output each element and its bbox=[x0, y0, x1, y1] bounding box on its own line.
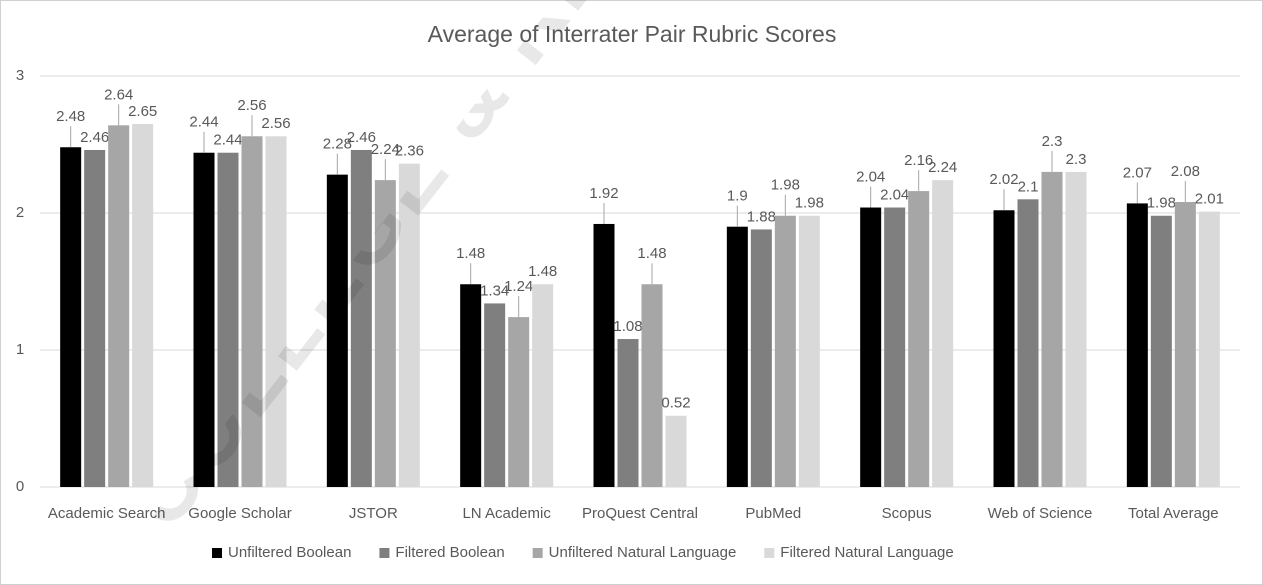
data-label: 1.48 bbox=[456, 245, 485, 262]
x-tick-label: Total Average bbox=[1128, 505, 1219, 522]
legend-label: Filtered Natural Language bbox=[780, 544, 953, 561]
data-label: 2.3 bbox=[1042, 133, 1063, 150]
data-label: 2.04 bbox=[880, 186, 909, 203]
x-tick-label: JSTOR bbox=[349, 505, 398, 522]
data-label: 2.28 bbox=[323, 136, 352, 153]
bar bbox=[398, 163, 420, 487]
bar bbox=[993, 210, 1015, 487]
data-label: 2.02 bbox=[989, 171, 1018, 188]
data-label: 2.24 bbox=[371, 141, 400, 158]
bar bbox=[132, 123, 154, 487]
bar bbox=[798, 215, 820, 488]
data-label: 2.08 bbox=[1171, 163, 1200, 180]
y-tick-label: 3 bbox=[16, 67, 24, 84]
data-label: 1.9 bbox=[727, 188, 748, 205]
legend-swatch bbox=[764, 548, 775, 558]
legend-label: Unfiltered Boolean bbox=[228, 544, 351, 561]
data-label: 1.08 bbox=[613, 318, 642, 335]
data-label: 1.24 bbox=[504, 278, 533, 295]
data-label: 1.98 bbox=[771, 177, 800, 194]
bar bbox=[774, 215, 796, 488]
data-label: 2.01 bbox=[1195, 191, 1224, 208]
bar bbox=[1174, 202, 1196, 488]
x-tick-label: Scopus bbox=[882, 505, 932, 522]
bar bbox=[350, 149, 372, 488]
y-tick-label: 0 bbox=[16, 478, 24, 495]
bar bbox=[860, 207, 882, 487]
bar bbox=[932, 180, 954, 487]
x-tick-label: PubMed bbox=[745, 505, 801, 522]
bar bbox=[750, 229, 772, 487]
bar bbox=[484, 303, 506, 487]
data-label: 1.98 bbox=[795, 195, 824, 212]
x-tick-label: Google Scholar bbox=[188, 505, 291, 522]
data-label: 2.56 bbox=[261, 115, 290, 132]
bar bbox=[665, 415, 687, 487]
data-label: 1.92 bbox=[589, 185, 618, 202]
bar bbox=[84, 149, 106, 488]
bar bbox=[532, 284, 554, 487]
bar bbox=[617, 339, 639, 487]
data-label: 2.24 bbox=[928, 159, 957, 176]
x-tick-label: LN Academic bbox=[462, 505, 551, 522]
data-label: 2.36 bbox=[395, 143, 424, 160]
bar bbox=[1198, 211, 1220, 487]
data-label: 2.56 bbox=[237, 97, 266, 114]
legend-label: Filtered Boolean bbox=[395, 544, 504, 561]
x-tick-label: ProQuest Central bbox=[582, 505, 698, 522]
bar bbox=[1126, 203, 1148, 487]
bar bbox=[60, 147, 82, 488]
data-label: 2.3 bbox=[1066, 151, 1087, 168]
data-label: 2.65 bbox=[128, 103, 157, 120]
legend-swatch bbox=[379, 548, 390, 558]
data-label: 0.52 bbox=[661, 395, 690, 412]
y-tick-label: 1 bbox=[16, 341, 24, 358]
bar bbox=[108, 125, 130, 487]
legend-label: Unfiltered Natural Language bbox=[549, 544, 737, 561]
bar bbox=[374, 180, 396, 487]
bar bbox=[1041, 171, 1063, 487]
bar bbox=[884, 207, 906, 487]
data-label: 2.46 bbox=[347, 129, 376, 146]
data-label: 2.1 bbox=[1018, 178, 1039, 195]
bar bbox=[908, 191, 930, 487]
data-label: 2.44 bbox=[189, 114, 218, 131]
bar bbox=[593, 223, 615, 487]
x-tick-label: Web of Science bbox=[988, 505, 1093, 522]
data-label: 2.64 bbox=[104, 86, 133, 103]
data-label: 1.88 bbox=[747, 208, 776, 225]
data-label: 1.34 bbox=[480, 282, 509, 299]
bar bbox=[460, 284, 482, 487]
bar bbox=[641, 284, 663, 487]
data-label: 2.48 bbox=[56, 108, 85, 125]
bar bbox=[508, 317, 530, 487]
data-label: 2.16 bbox=[904, 152, 933, 169]
bar bbox=[326, 174, 348, 487]
chart-title: Average of Interrater Pair Rubric Scores bbox=[428, 21, 837, 47]
bar bbox=[217, 152, 239, 487]
data-label: 1.48 bbox=[637, 245, 666, 262]
data-label: 2.46 bbox=[80, 129, 109, 146]
data-label: 2.07 bbox=[1123, 164, 1152, 181]
x-tick-label: Academic Search bbox=[48, 505, 166, 522]
data-label: 1.48 bbox=[528, 263, 557, 280]
data-label: 2.44 bbox=[213, 132, 242, 149]
bar bbox=[241, 136, 263, 487]
bar bbox=[1065, 171, 1087, 487]
bar bbox=[193, 152, 215, 487]
bar bbox=[1017, 199, 1039, 488]
y-tick-label: 2 bbox=[16, 204, 24, 221]
bar bbox=[1150, 215, 1172, 488]
legend-swatch bbox=[532, 548, 543, 558]
bar bbox=[726, 226, 748, 487]
legend-swatch bbox=[212, 548, 222, 558]
data-label: 2.04 bbox=[856, 168, 885, 185]
bar bbox=[265, 136, 287, 487]
data-label: 1.98 bbox=[1147, 195, 1176, 212]
